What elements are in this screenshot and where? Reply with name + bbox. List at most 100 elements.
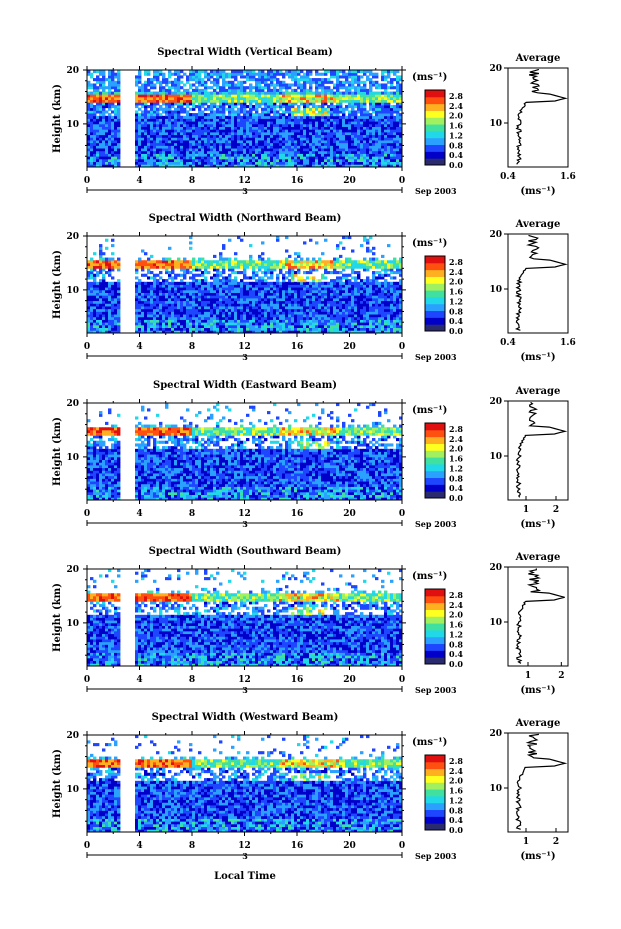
heatmap-cell (375, 113, 378, 116)
heatmap-cell (312, 116, 315, 119)
heatmap-cell (357, 105, 360, 108)
heatmap-cell (144, 143, 147, 146)
heatmap-cell (369, 151, 372, 154)
heatmap-cell (159, 156, 162, 159)
heatmap-cell (252, 287, 255, 290)
heatmap-cell (111, 119, 114, 122)
heatmap-cell (144, 116, 147, 119)
heatmap-cell (153, 306, 156, 309)
heatmap-cell (168, 322, 171, 325)
heatmap-cell (87, 127, 90, 130)
heatmap-cell (213, 290, 216, 293)
heatmap-cell (255, 110, 258, 113)
heatmap-cell (345, 127, 348, 130)
heatmap-cell (150, 113, 153, 116)
heatmap-cell (243, 94, 246, 97)
heatmap-cell (177, 113, 180, 116)
heatmap-cell (240, 151, 243, 154)
heatmap-cell (294, 154, 297, 157)
heatmap-cell (87, 260, 90, 263)
heatmap-cell (318, 116, 321, 119)
heatmap-cell (198, 154, 201, 157)
heatmap-cell (228, 325, 231, 328)
heatmap-cell (261, 241, 264, 244)
heatmap-cell (156, 154, 159, 157)
heatmap-cell (216, 148, 219, 151)
heatmap-cell (306, 102, 309, 105)
heatmap-cell (204, 322, 207, 325)
heatmap-cell (279, 129, 282, 132)
heatmap-cell (336, 105, 339, 108)
heatmap-cell (339, 102, 342, 105)
heatmap-cell (222, 116, 225, 119)
heatmap-cell (183, 285, 186, 288)
heatmap-cell (261, 135, 264, 138)
heatmap-cell (384, 135, 387, 138)
heatmap-cell (285, 89, 288, 92)
heatmap-cell (285, 127, 288, 130)
heatmap-cell (249, 285, 252, 288)
heatmap-cell (171, 137, 174, 140)
heatmap-cell (393, 105, 396, 108)
heatmap-cell (87, 306, 90, 309)
heatmap-cell (222, 306, 225, 309)
heatmap-cell (93, 320, 96, 323)
heatmap-cell (378, 124, 381, 127)
heatmap-cell (138, 285, 141, 288)
heatmap-cell (135, 268, 138, 271)
heatmap-cell (285, 116, 288, 119)
heatmap-cell (93, 274, 96, 277)
heatmap-cell (264, 306, 267, 309)
heatmap-cell (141, 132, 144, 135)
heatmap-cell (312, 124, 315, 127)
heatmap-cell (246, 86, 249, 89)
heatmap-cell (384, 148, 387, 151)
heatmap-cell (99, 260, 102, 263)
heatmap-cell (87, 143, 90, 146)
heatmap-cell (198, 100, 201, 103)
heatmap-cell (201, 105, 204, 108)
heatmap-cell (351, 129, 354, 132)
heatmap-cell (204, 135, 207, 138)
heatmap-cell (303, 92, 306, 95)
heatmap-cell (96, 148, 99, 151)
heatmap-cell (357, 159, 360, 162)
heatmap-cell (210, 293, 213, 296)
heatmap-cell (192, 276, 195, 279)
heatmap-cell (147, 94, 150, 97)
heatmap-cell (357, 148, 360, 151)
heatmap-cell (255, 317, 258, 320)
heatmap-cell (375, 145, 378, 148)
date-label: Sep 2003 (415, 186, 457, 196)
heatmap-cell (258, 127, 261, 130)
heatmap-cell (276, 317, 279, 320)
heatmap-cell (225, 303, 228, 306)
heatmap-cell (222, 110, 225, 113)
heatmap-cell (252, 92, 255, 95)
heatmap-cell (93, 129, 96, 132)
heatmap-cell (327, 148, 330, 151)
heatmap-cell (150, 132, 153, 135)
heatmap-cell (111, 311, 114, 314)
heatmap-cell (156, 100, 159, 103)
heatmap-cell (396, 100, 399, 103)
heatmap-cell (156, 295, 159, 298)
heatmap-cell (99, 268, 102, 271)
heatmap-cell (189, 154, 192, 157)
heatmap-cell (141, 309, 144, 312)
heatmap-cell (207, 303, 210, 306)
heatmap-cell (339, 116, 342, 119)
heatmap-cell (144, 303, 147, 306)
heatmap-cell (393, 94, 396, 97)
heatmap-cell (147, 78, 150, 81)
heatmap-cell (213, 328, 216, 331)
heatmap-cell (336, 89, 339, 92)
heatmap-cell (180, 92, 183, 95)
heatmap-cell (261, 260, 264, 263)
heatmap-cell (390, 94, 393, 97)
heatmap-cell (141, 143, 144, 146)
heatmap-cell (150, 320, 153, 323)
heatmap-cell (141, 151, 144, 154)
heatmap-cell (249, 102, 252, 105)
heatmap-cell (345, 151, 348, 154)
